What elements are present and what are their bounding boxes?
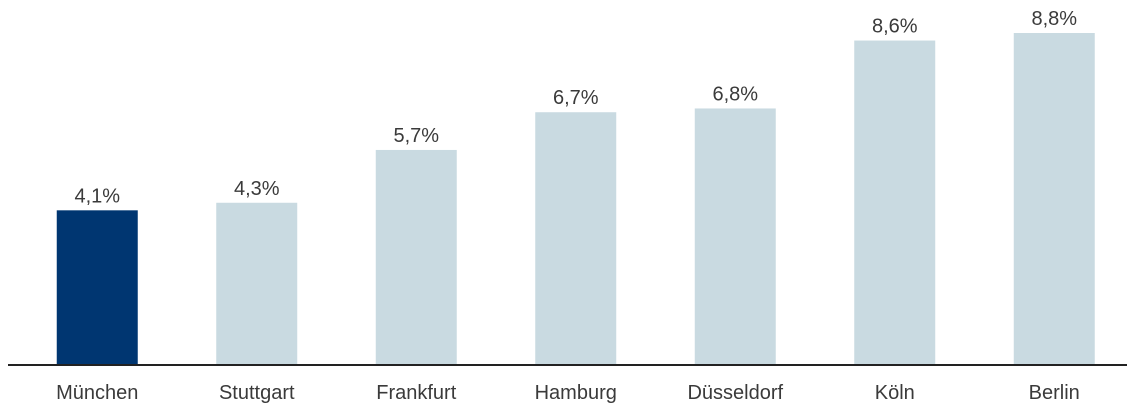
bar <box>694 108 776 366</box>
x-tick-label: Frankfurt <box>376 382 456 404</box>
bar <box>854 40 936 365</box>
x-tick-label: München <box>56 382 138 404</box>
x-tick-label: Stuttgart <box>219 382 295 404</box>
bar <box>216 202 298 365</box>
bar <box>375 149 457 365</box>
value-label: 8,6% <box>872 16 918 38</box>
x-tick-label: Hamburg <box>535 382 617 404</box>
value-label: 4,3% <box>234 178 280 200</box>
x-tick-label: Berlin <box>1029 382 1080 404</box>
bar <box>56 210 138 365</box>
bar <box>1013 33 1095 365</box>
value-label: 6,7% <box>553 87 599 109</box>
value-label: 6,8% <box>712 83 758 105</box>
value-label: 8,8% <box>1031 8 1077 30</box>
value-label: 5,7% <box>393 125 439 147</box>
value-label: 4,1% <box>74 185 120 207</box>
bar <box>535 112 617 366</box>
x-tick-label: Köln <box>875 382 915 404</box>
x-tick-label: Düsseldorf <box>687 382 783 404</box>
